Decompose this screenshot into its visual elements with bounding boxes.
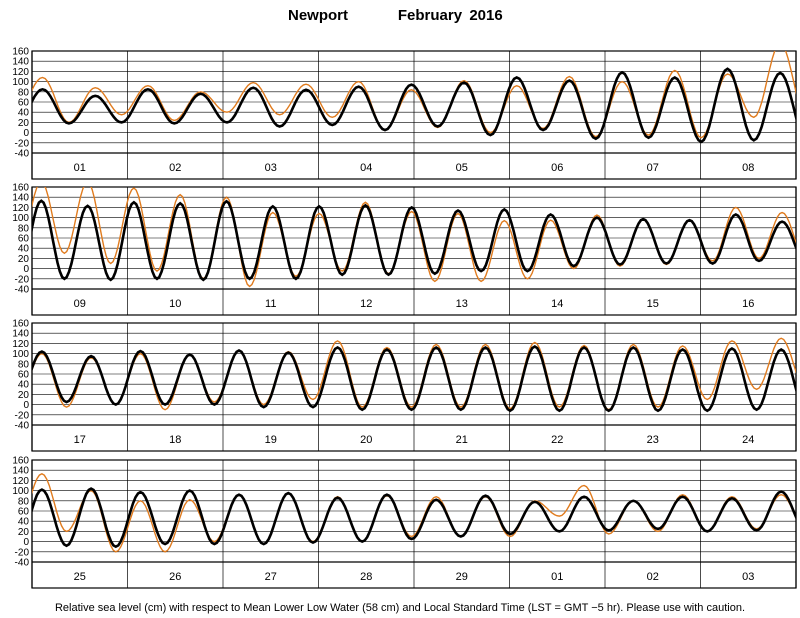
y-tick-label: 20 bbox=[18, 254, 30, 265]
y-tick-label: 120 bbox=[12, 203, 29, 214]
day-label: 03 bbox=[265, 162, 277, 174]
day-label: 23 bbox=[647, 434, 659, 446]
day-label: 26 bbox=[169, 571, 181, 583]
y-tick-label: 40 bbox=[18, 108, 30, 119]
y-tick-label: -20 bbox=[15, 138, 30, 149]
observed-series-line bbox=[32, 187, 796, 288]
day-label: 10 bbox=[169, 298, 181, 310]
y-tick-label: -40 bbox=[15, 285, 30, 296]
y-tick-label: 160 bbox=[12, 47, 29, 58]
day-label: 01 bbox=[551, 571, 563, 583]
y-tick-label: 60 bbox=[18, 370, 30, 381]
y-tick-label: 80 bbox=[18, 87, 30, 98]
y-tick-label: -40 bbox=[15, 149, 30, 160]
y-tick-label: 60 bbox=[18, 98, 30, 109]
y-tick-label: 100 bbox=[12, 349, 29, 360]
panel-frame bbox=[31, 186, 797, 316]
day-label: 08 bbox=[742, 162, 754, 174]
month-title: February bbox=[398, 7, 463, 24]
day-label: 03 bbox=[742, 571, 754, 583]
y-tick-label: 40 bbox=[18, 517, 30, 528]
y-tick-label: 100 bbox=[12, 77, 29, 88]
day-label: 17 bbox=[74, 434, 86, 446]
day-label: 11 bbox=[265, 298, 276, 310]
day-label: 25 bbox=[74, 571, 86, 583]
y-tick-label: -20 bbox=[15, 547, 30, 558]
day-label: 12 bbox=[360, 298, 372, 310]
y-tick-label: 120 bbox=[12, 67, 29, 78]
day-label: 20 bbox=[360, 434, 372, 446]
day-label: 19 bbox=[265, 434, 277, 446]
y-tick-label: 160 bbox=[12, 183, 29, 194]
day-label: 02 bbox=[647, 571, 659, 583]
y-tick-label: 20 bbox=[18, 118, 30, 129]
y-tick-label: 140 bbox=[12, 57, 29, 68]
day-label: 21 bbox=[456, 434, 468, 446]
day-label: 01 bbox=[74, 162, 86, 174]
y-tick-label: 80 bbox=[18, 223, 30, 234]
predicted-series-line bbox=[32, 199, 796, 282]
day-label: 27 bbox=[265, 571, 277, 583]
day-label: 05 bbox=[456, 162, 468, 174]
day-label: 13 bbox=[456, 298, 468, 310]
y-tick-label: 80 bbox=[18, 359, 30, 370]
day-label: 06 bbox=[551, 162, 563, 174]
y-tick-label: 100 bbox=[12, 213, 29, 224]
y-tick-label: -40 bbox=[15, 558, 30, 569]
year-title: 2016 bbox=[469, 7, 502, 24]
footer-note: Relative sea level (cm) with respect to … bbox=[55, 602, 745, 614]
day-label: 04 bbox=[360, 162, 372, 174]
day-label: 02 bbox=[169, 162, 181, 174]
day-label: 22 bbox=[551, 434, 563, 446]
y-tick-label: 120 bbox=[12, 476, 29, 487]
day-label: 29 bbox=[456, 571, 468, 583]
panel-frame bbox=[31, 459, 797, 589]
predicted-series-line bbox=[32, 487, 796, 549]
y-tick-label: 0 bbox=[23, 537, 29, 548]
y-tick-label: 0 bbox=[23, 264, 29, 275]
y-tick-label: -40 bbox=[15, 421, 30, 432]
y-tick-label: -20 bbox=[15, 410, 30, 421]
y-tick-label: 40 bbox=[18, 380, 30, 391]
day-label: 28 bbox=[360, 571, 372, 583]
y-tick-label: 100 bbox=[12, 486, 29, 497]
y-tick-label: 40 bbox=[18, 244, 30, 255]
day-label: 18 bbox=[169, 434, 181, 446]
day-label: 16 bbox=[742, 298, 754, 310]
day-label: 24 bbox=[742, 434, 754, 446]
day-label: 09 bbox=[74, 298, 86, 310]
observed-series-line bbox=[32, 473, 796, 553]
y-tick-label: 60 bbox=[18, 507, 30, 518]
y-tick-label: 20 bbox=[18, 390, 30, 401]
predicted-series-line bbox=[32, 67, 796, 144]
y-tick-label: 140 bbox=[12, 329, 29, 340]
y-tick-label: 80 bbox=[18, 496, 30, 507]
y-tick-label: -20 bbox=[15, 274, 30, 285]
predicted-series-line bbox=[32, 344, 796, 413]
y-tick-label: 160 bbox=[12, 456, 29, 467]
day-label: 14 bbox=[551, 298, 563, 310]
y-tick-label: 60 bbox=[18, 234, 30, 245]
y-tick-label: 160 bbox=[12, 319, 29, 330]
y-tick-label: 140 bbox=[12, 466, 29, 477]
observed-series-line bbox=[32, 51, 796, 139]
y-tick-label: 120 bbox=[12, 339, 29, 350]
y-tick-label: 0 bbox=[23, 400, 29, 411]
station-title: Newport bbox=[288, 7, 348, 24]
y-tick-label: 140 bbox=[12, 193, 29, 204]
day-label: 15 bbox=[647, 298, 659, 310]
day-label: 07 bbox=[647, 162, 659, 174]
y-tick-label: 20 bbox=[18, 527, 30, 538]
y-tick-label: 0 bbox=[23, 128, 29, 139]
